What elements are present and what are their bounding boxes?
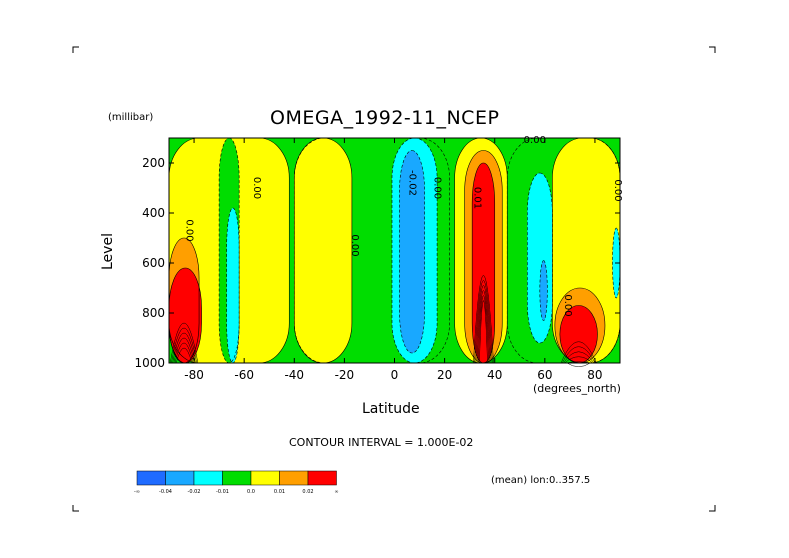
colorbar-tick-label: 0.0 <box>247 489 255 495</box>
corner-mark <box>709 505 716 512</box>
colorbar-swatch <box>193 470 223 486</box>
colorbar-swatch <box>165 470 195 486</box>
x-tick-label: 20 <box>437 368 452 382</box>
y-tick-label: 200 <box>142 156 165 170</box>
contour-region <box>169 268 202 363</box>
x-tick-label: 80 <box>587 368 602 382</box>
colorbar-swatch <box>250 470 280 486</box>
contour-interval-text: CONTOUR INTERVAL = 1.000E-02 <box>289 436 474 449</box>
contour-region <box>399 150 425 353</box>
y-axis-label: Level <box>100 233 116 270</box>
contour-line <box>539 260 548 321</box>
contour-labels: 0.00 0.00 0.00 -0.02 0.00 0.01 0.00 0.00 0.00 <box>184 135 623 317</box>
contour-line <box>175 347 193 364</box>
x-tick-label: 0 <box>391 368 399 382</box>
contour-line <box>474 280 493 364</box>
colorbar-tick-label: -0.04 <box>159 489 172 495</box>
corner-mark <box>72 505 79 512</box>
colorbar-tick-label: 0.02 <box>302 489 313 495</box>
colorbar-tick-label: -0.02 <box>188 489 201 495</box>
contour-line <box>526 172 553 344</box>
y-tick-label: 600 <box>142 256 165 270</box>
contour-label: -0.02 <box>407 170 418 196</box>
contour-label: 0.00 <box>612 179 623 201</box>
contour-line <box>473 275 494 364</box>
corner-mark <box>72 46 79 53</box>
contour-line <box>477 295 489 364</box>
x-units-label: (degrees_north) <box>533 382 621 395</box>
colorbar-swatch <box>136 470 166 486</box>
colorbar-tick-label: ∞ <box>334 489 338 495</box>
colorbar-swatch <box>307 470 337 486</box>
footer-note: (mean) lon:0..357.5 <box>491 475 591 486</box>
contour-line <box>399 150 425 354</box>
contour-line <box>564 356 593 364</box>
x-tick-label: -20 <box>335 368 355 382</box>
y-tick-label: 1000 <box>134 356 165 370</box>
colorbar: -∞ -0.04 -0.02 -0.01 0.0 0.01 0.02 ∞ <box>134 470 339 495</box>
colorbar-swatch <box>279 470 309 486</box>
y-tick-label: 800 <box>142 306 165 320</box>
x-tick-label: 60 <box>537 368 552 382</box>
contour-line <box>174 342 194 364</box>
contour-region <box>226 208 240 363</box>
contour-line <box>566 362 591 367</box>
chart-title: OMEGA_1992-11_NCEP <box>270 107 500 129</box>
contour-line <box>562 346 596 364</box>
colorbar-swatch <box>222 470 252 486</box>
x-tick-label: -40 <box>284 368 304 382</box>
axis-ticks: -80 -60 -40 -20 0 20 40 60 80 200 400 600 800 1000 <box>134 138 620 382</box>
contour-region <box>294 138 352 363</box>
corner-marks <box>72 46 716 512</box>
x-axis-label: Latitude <box>362 401 420 417</box>
contour-region <box>527 173 553 343</box>
contour-label: 0.00 <box>184 219 195 241</box>
contour-label: 0.01 <box>472 187 483 209</box>
contour-label: 0.00 <box>562 294 573 316</box>
y-units-label: (millibar) <box>108 112 154 123</box>
contour-line <box>479 300 488 364</box>
colorbar-tick-label: -∞ <box>134 489 140 495</box>
colorbar-tick-label: -0.01 <box>216 489 229 495</box>
contour-label: 0.00 <box>349 234 360 256</box>
x-tick-label: 40 <box>487 368 502 382</box>
corner-mark <box>709 46 716 53</box>
contour-region <box>559 305 598 363</box>
y-tick-label: 400 <box>142 206 165 220</box>
contour-label: 0.00 <box>251 177 262 199</box>
contour-label: 0.00 <box>524 135 546 146</box>
contour-line <box>563 351 595 364</box>
x-tick-label: -80 <box>184 368 204 382</box>
contour-region <box>539 260 548 321</box>
contour-label: 0.00 <box>432 177 443 199</box>
contour-line <box>172 332 196 364</box>
x-tick-label: -60 <box>234 368 254 382</box>
colorbar-tick-label: 0.01 <box>274 489 285 495</box>
